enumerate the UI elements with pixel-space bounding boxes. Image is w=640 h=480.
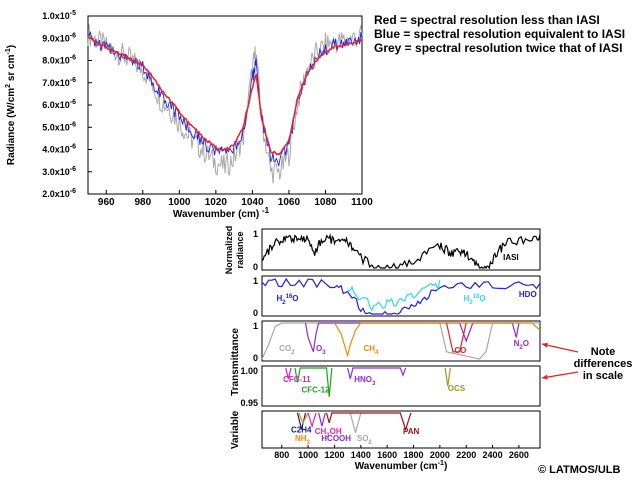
bottom-x-tick-label: 1200: [324, 450, 344, 460]
species-label: HCOOH: [321, 434, 351, 443]
panel-water-series-cyan: [347, 279, 441, 312]
panel-water-series-blue: [261, 277, 541, 315]
transmittance-label: Transmittance: [230, 328, 241, 396]
panel-variable-series-grey: [349, 412, 362, 433]
panel-y-tick-label: 0: [253, 308, 258, 318]
bottom-x-tick-label: 2400: [483, 450, 503, 460]
y-tick-label: 6.0x10-6: [42, 99, 76, 110]
species-label: H216O: [276, 294, 298, 306]
y-tick-label: 4.0x10-6: [42, 144, 76, 155]
panel-water-frame: [261, 275, 541, 317]
variable-label: Variable: [230, 410, 241, 449]
scale-note-line-3: in scale: [582, 370, 624, 382]
panel-transmittance-2-series-magenta: [285, 367, 292, 379]
bottom-x-tick-label: 1800: [404, 450, 424, 460]
x-tick-label: 1100: [351, 197, 373, 208]
y-axis-label: Radiance (W/cm2 sr cm-1): [5, 45, 17, 165]
bottom-x-tick-label: 800: [274, 450, 289, 460]
panel-variable-series-magenta: [307, 412, 317, 429]
radiance-series-grey-line: [87, 24, 363, 184]
note-arrow-line: [541, 343, 579, 353]
panel-y-tick-label: 1.00: [240, 366, 258, 376]
panel-y-tick-label: 1: [253, 276, 258, 286]
x-tick-label: 1040: [241, 197, 264, 208]
radiance-series-red-line: [87, 36, 363, 156]
panel-variable-series-orange: [298, 412, 309, 425]
legend-blue-text: Blue = spectral resolution equivalent to…: [374, 27, 626, 41]
panel-variable-series-navy: [297, 412, 307, 430]
scale-note: Note differences in scale: [570, 346, 636, 382]
y-tick-label: 7.0x10-6: [42, 77, 76, 88]
x-tick-label: 1000: [168, 197, 191, 208]
legend-red-text: Red = spectral resolution less than IASI: [374, 13, 600, 27]
panel-y-tick-label: 1: [253, 229, 258, 239]
panel-variable-series-darkred: [326, 412, 412, 432]
species-label: HNO3: [354, 375, 376, 387]
x-tick-label: 1080: [314, 197, 337, 208]
bottom-x-tick-label: 1600: [377, 450, 397, 460]
y-tick-label: 2.0x10-6: [42, 188, 76, 199]
bottom-x-tick-label: 2200: [456, 450, 476, 460]
bottom-x-tick-label: 1000: [298, 450, 318, 460]
species-label: CFC-11: [283, 375, 311, 384]
panel-y-tick-label: 0: [253, 353, 258, 363]
panel-transmittance-1-series-grey: [261, 322, 540, 360]
panel-y-tick-label: 0.95: [240, 398, 258, 408]
normalized-radiance-label-2: radiance: [235, 231, 245, 268]
species-label: CFC-12: [302, 386, 331, 395]
normalized-radiance-label: Normalized: [224, 226, 234, 275]
species-label: PAN: [403, 427, 420, 436]
panel-variable-frame: [261, 410, 541, 449]
x-tick-label: 960: [98, 197, 115, 208]
panel-transmittance-2-series-purple: [347, 367, 407, 379]
scale-note-line-1: Note: [590, 346, 616, 358]
panel-y-tick-label: 1: [253, 321, 258, 331]
x-tick-label: 980: [134, 197, 151, 208]
panel-transmittance-2-series-green: [294, 367, 333, 397]
species-label: N2O: [514, 339, 529, 351]
y-tick-label: 9.0x10-6: [42, 32, 76, 43]
panel-IASI-frame: [261, 228, 541, 271]
x-tick-label: 1020: [205, 197, 228, 208]
species-label: SO2: [357, 434, 373, 446]
credit-text: © LATMOS/ULB: [538, 464, 621, 476]
species-label: IASI: [503, 253, 519, 262]
x-tick-label: 1060: [278, 197, 301, 208]
species-label: CO2: [279, 344, 295, 356]
panel-transmittance-1-series-red: [445, 322, 467, 353]
y-tick-label: 5.0x10-6: [42, 121, 76, 132]
note-arrow-head: [542, 374, 548, 380]
y-tick-label: 1.0x10-5: [42, 10, 76, 21]
scale-note-line-2: differences: [573, 358, 633, 370]
panel-y-tick-label: 0: [253, 262, 258, 272]
y-tick-label: 8.0x10-6: [42, 55, 76, 66]
panel-transmittance-2-series-olive: [444, 367, 451, 387]
panel-transmittance-2-frame: [261, 365, 541, 407]
species-label: H218O: [464, 294, 486, 306]
panel-transmittance-1-frame: [261, 320, 541, 362]
panel-variable-series-purple: [318, 412, 326, 427]
bottom-x-tick-label: 2000: [430, 450, 450, 460]
y-tick-label: 3.0x10-6: [42, 166, 76, 177]
bottom-x-tick-label: 2600: [509, 450, 529, 460]
species-label: CH4: [363, 344, 379, 356]
species-label: O3: [316, 344, 326, 356]
x-axis-label: Wavenumber (cm) -1: [173, 206, 270, 220]
bottom-x-axis-label: Wavenumber (cm-1): [355, 460, 448, 472]
species-label: C2H4: [291, 426, 312, 435]
species-label: CH3OH: [315, 427, 342, 439]
species-label: HDO: [519, 290, 537, 299]
panel-transmittance-1-series-orange: [333, 322, 541, 358]
bottom-x-tick-label: 1400: [351, 450, 371, 460]
species-label: CO: [454, 346, 466, 355]
note-arrow-head: [542, 342, 548, 348]
note-arrow-line: [541, 371, 579, 379]
panel-IASI-series-black: [261, 233, 541, 270]
legend-grey-text: Grey = spectral resolution twice that of…: [374, 41, 623, 55]
species-label: NH3: [295, 434, 311, 446]
species-label: OCS: [448, 384, 466, 393]
